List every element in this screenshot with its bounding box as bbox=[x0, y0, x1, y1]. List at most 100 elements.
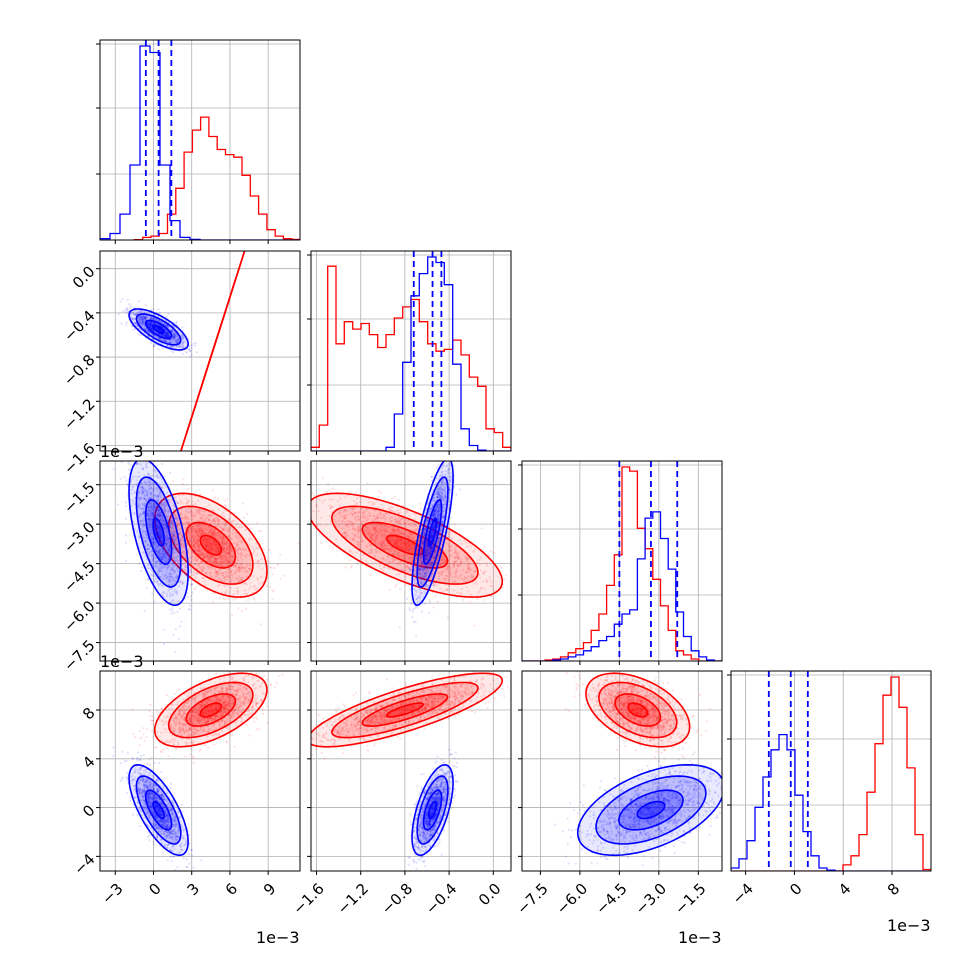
sample-point bbox=[213, 0, 215, 1]
sample-point bbox=[150, 323, 153, 326]
sample-point bbox=[177, 0, 179, 1]
sample-point bbox=[144, 316, 147, 319]
sample-point bbox=[190, 344, 193, 347]
sample-point bbox=[208, 531, 211, 534]
sample-point bbox=[224, 0, 226, 1]
sample-point bbox=[216, 564, 219, 567]
sample-point bbox=[173, 0, 175, 1]
sample-point bbox=[217, 0, 219, 1]
sample-point bbox=[214, 0, 216, 1]
sample-point bbox=[206, 0, 208, 1]
sample-point bbox=[222, 0, 224, 1]
sample-point bbox=[153, 0, 155, 1]
sample-point bbox=[190, 559, 193, 562]
sample-point bbox=[190, 347, 193, 350]
sample-point bbox=[141, 317, 144, 320]
sample-point bbox=[171, 329, 174, 332]
sample-point bbox=[195, 0, 197, 1]
sample-point bbox=[203, 0, 205, 1]
sample-point bbox=[215, 0, 217, 1]
sample-point bbox=[169, 0, 171, 1]
sample-point bbox=[223, 546, 226, 549]
sample-point bbox=[236, 0, 238, 1]
sample-point bbox=[182, 546, 185, 549]
sample-point bbox=[152, 308, 155, 311]
sample-point bbox=[229, 0, 231, 1]
sample-point bbox=[207, 0, 209, 1]
sample-point bbox=[209, 561, 212, 564]
sample-point bbox=[230, 0, 232, 1]
sample-point bbox=[190, 353, 193, 356]
sample-point bbox=[190, 0, 192, 1]
sample-point bbox=[176, 0, 178, 1]
sample-point bbox=[175, 341, 178, 344]
sample-point bbox=[254, 0, 256, 1]
sample-point bbox=[212, 0, 214, 1]
sample-point bbox=[157, 328, 161, 331]
sample-point bbox=[204, 520, 207, 523]
sample-point bbox=[143, 317, 146, 320]
sample-point bbox=[131, 317, 134, 320]
sample-point bbox=[235, 0, 237, 1]
sample-point bbox=[170, 330, 173, 333]
sample-point bbox=[191, 0, 193, 1]
sample-point bbox=[217, 0, 219, 1]
sample-point bbox=[172, 0, 174, 1]
sample-point bbox=[158, 337, 161, 340]
sample-point bbox=[245, 0, 247, 1]
sample-point bbox=[239, 554, 243, 557]
sample-point bbox=[189, 0, 191, 1]
sample-point bbox=[205, 0, 207, 1]
sample-point bbox=[179, 0, 181, 1]
sample-point bbox=[202, 541, 205, 544]
sample-point bbox=[157, 337, 160, 340]
sample-point bbox=[179, 0, 181, 1]
sample-point bbox=[147, 330, 150, 334]
sample-point bbox=[210, 0, 212, 1]
sample-point bbox=[242, 0, 244, 1]
sample-point bbox=[216, 0, 218, 1]
sample-point bbox=[242, 0, 244, 1]
sample-point bbox=[139, 316, 142, 320]
sample-point bbox=[213, 517, 216, 521]
sample-point bbox=[165, 335, 168, 338]
sample-point bbox=[230, 0, 232, 1]
panel-frame bbox=[99, 250, 301, 452]
sample-point bbox=[195, 0, 197, 1]
sample-point bbox=[156, 335, 159, 339]
sample-point bbox=[167, 331, 170, 335]
sample-point bbox=[215, 0, 217, 1]
sample-point bbox=[195, 528, 198, 531]
sample-point bbox=[119, 477, 122, 480]
sample-point bbox=[139, 315, 142, 318]
sample-point bbox=[202, 0, 204, 1]
sample-point bbox=[173, 336, 176, 339]
sample-point bbox=[208, 0, 210, 1]
sample-point bbox=[170, 0, 172, 1]
sample-point bbox=[192, 0, 194, 1]
sample-point bbox=[166, 0, 168, 1]
sample-point bbox=[149, 326, 152, 329]
sample-point bbox=[246, 0, 248, 1]
sample-point bbox=[185, 0, 187, 1]
sample-point bbox=[209, 533, 212, 537]
sample-point bbox=[218, 555, 221, 558]
sample-point bbox=[192, 0, 194, 1]
sample-point bbox=[172, 0, 174, 1]
sample-point bbox=[257, 565, 260, 568]
sample-point bbox=[188, 522, 191, 525]
sample-point bbox=[211, 0, 213, 1]
sample-point bbox=[139, 322, 142, 325]
sample-point bbox=[191, 0, 193, 1]
sample-point bbox=[155, 319, 158, 322]
sample-point bbox=[199, 0, 201, 1]
sample-point bbox=[170, 329, 173, 332]
sample-point bbox=[171, 340, 174, 344]
sample-point bbox=[185, 0, 187, 1]
sample-point bbox=[189, 349, 192, 353]
sample-point bbox=[220, 0, 222, 1]
sample-point bbox=[167, 333, 170, 336]
sample-point bbox=[251, 0, 253, 1]
sample-point bbox=[271, 573, 274, 576]
sample-point bbox=[166, 325, 169, 328]
